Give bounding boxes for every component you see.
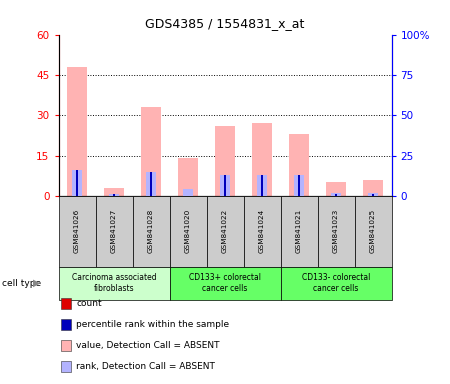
Text: value, Detection Call = ABSENT: value, Detection Call = ABSENT [76,341,220,350]
Bar [141,107,161,196]
Bar [183,189,193,196]
Bar [363,180,383,196]
Bar [76,170,78,196]
Bar [109,194,119,196]
Text: GSM841021: GSM841021 [296,209,302,253]
Bar [224,175,226,196]
Bar [224,195,226,196]
Text: GDS4385 / 1554831_x_at: GDS4385 / 1554831_x_at [145,17,305,30]
Bar [261,175,264,196]
Bar [146,172,156,196]
Bar [297,175,301,196]
Bar [252,123,272,196]
Text: CD133- colorectal
cancer cells: CD133- colorectal cancer cells [302,273,370,293]
Text: percentile rank within the sample: percentile rank within the sample [76,320,229,329]
Bar [178,158,198,196]
Bar [186,195,189,196]
Bar [72,170,82,196]
Text: GSM841027: GSM841027 [111,209,117,253]
Text: cell type: cell type [2,279,41,288]
Text: GSM841028: GSM841028 [148,209,154,253]
Bar [261,195,264,196]
Bar [67,67,87,196]
Bar [104,188,124,196]
Bar [112,194,116,196]
Text: GSM841022: GSM841022 [222,209,228,253]
Bar [368,193,378,196]
Bar [76,195,78,196]
Text: ▶: ▶ [33,278,40,288]
Text: Carcinoma associated
fibroblasts: Carcinoma associated fibroblasts [72,273,156,293]
Bar [334,195,338,196]
Bar [289,134,309,196]
Bar [297,195,301,196]
Text: GSM841026: GSM841026 [74,209,80,253]
Bar [149,172,153,196]
Bar [220,175,230,196]
Bar [331,193,341,196]
Bar [372,194,374,196]
Text: GSM841023: GSM841023 [333,209,339,253]
Bar [257,175,267,196]
Bar [334,194,338,196]
Text: count: count [76,299,102,308]
Text: CD133+ colorectal
cancer cells: CD133+ colorectal cancer cells [189,273,261,293]
Text: GSM841024: GSM841024 [259,209,265,253]
Text: rank, Detection Call = ABSENT: rank, Detection Call = ABSENT [76,362,215,371]
Text: GSM841020: GSM841020 [185,209,191,253]
Bar [326,182,346,196]
Bar [112,195,116,196]
Bar [215,126,235,196]
Bar [294,175,304,196]
Bar [372,195,374,196]
Bar [149,195,153,196]
Text: GSM841025: GSM841025 [370,209,376,253]
